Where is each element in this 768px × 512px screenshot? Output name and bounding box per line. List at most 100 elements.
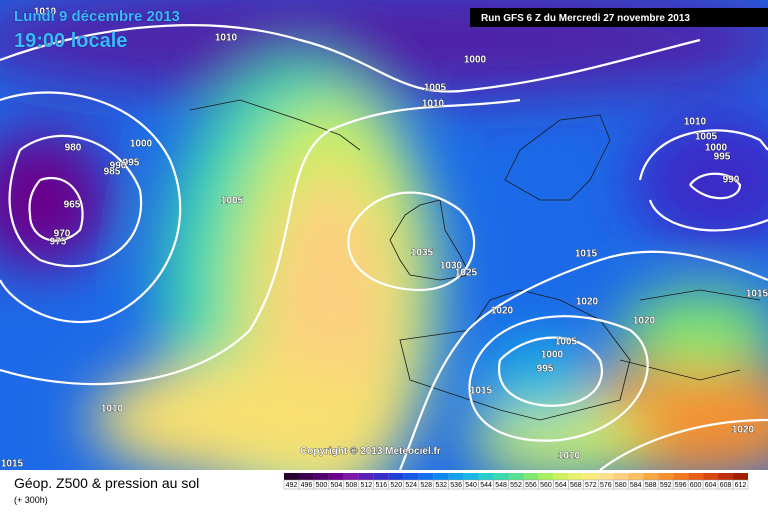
colorbar-swatch bbox=[568, 473, 584, 480]
colorbar-label: 504 bbox=[331, 482, 343, 489]
isobar-label: 1025 bbox=[455, 268, 478, 279]
isobars bbox=[0, 24, 768, 471]
colorbar-label: 564 bbox=[555, 482, 567, 489]
colorbar-swatch bbox=[388, 473, 404, 480]
colorbar-swatch bbox=[298, 473, 314, 480]
colorbar-label: 536 bbox=[450, 482, 462, 489]
colorbar-swatch bbox=[463, 473, 479, 480]
colorbar-label: 492 bbox=[286, 482, 298, 489]
colorbar-label: 556 bbox=[525, 482, 537, 489]
isobar-label: 1005 bbox=[221, 196, 244, 207]
colorbar-label: 524 bbox=[405, 482, 417, 489]
isobar-label: 1005 bbox=[555, 337, 578, 348]
colorbar-swatch bbox=[448, 473, 464, 480]
footer-lead: (+ 300h) bbox=[14, 495, 48, 505]
run-info: Run GFS 6 Z du Mercredi 27 novembre 2013 bbox=[481, 13, 690, 24]
isobar-label: 1015 bbox=[470, 386, 493, 397]
colorbar-swatch bbox=[343, 473, 359, 480]
isobar-label: 1030 bbox=[440, 261, 463, 272]
isobar-label: 1015 bbox=[1, 459, 24, 470]
isobar-label: 965 bbox=[64, 200, 81, 211]
colorbar-label: 532 bbox=[435, 482, 447, 489]
colorbar-label: 608 bbox=[720, 482, 732, 489]
colorbar-label: 584 bbox=[630, 482, 642, 489]
isobar-label: 1010 bbox=[101, 404, 124, 415]
colorbar-swatch bbox=[643, 473, 659, 480]
forecast-time: 19:00 locale bbox=[14, 30, 127, 52]
colorbar-swatch bbox=[508, 473, 524, 480]
colorbar-label: 500 bbox=[316, 482, 328, 489]
colorbar-swatch bbox=[493, 473, 509, 480]
colorbar-swatch bbox=[688, 473, 704, 480]
coastlines bbox=[189, 99, 761, 421]
colorbar-swatch bbox=[658, 473, 674, 480]
isobar-label: 1000 bbox=[705, 143, 728, 154]
footer-title: Géop. Z500 & pression au sol bbox=[14, 475, 199, 491]
colorbar-label: 508 bbox=[346, 482, 358, 489]
colorbar-label: 552 bbox=[510, 482, 522, 489]
copyright: Copyright © 2013 Meteociel.fr bbox=[300, 446, 441, 457]
forecast-date: Lundi 9 décembre 2013 bbox=[14, 8, 180, 25]
colorbar-cell bbox=[732, 479, 749, 490]
isobar-label: 980 bbox=[65, 143, 82, 154]
colorbar-label: 544 bbox=[480, 482, 492, 489]
colorbar-label: 520 bbox=[390, 482, 402, 489]
run-box bbox=[470, 8, 768, 27]
isobar-label: 975 bbox=[50, 237, 67, 248]
isobar-label: 995 bbox=[714, 152, 731, 163]
colorbar-label: 576 bbox=[600, 482, 612, 489]
isobar-label: 985 bbox=[104, 167, 121, 178]
colorbar-swatch bbox=[284, 473, 299, 480]
isobar-label: 1020 bbox=[491, 306, 514, 317]
colorbar-swatch bbox=[583, 473, 599, 480]
isobar-label: 1020 bbox=[732, 425, 755, 436]
isobar-label: 995 bbox=[537, 364, 554, 375]
colorbar-swatch bbox=[328, 473, 344, 480]
colorbar-swatch bbox=[718, 473, 734, 480]
colorbar-label: 596 bbox=[675, 482, 687, 489]
isobar-label: 1010 bbox=[215, 33, 238, 44]
colorbar-label: 592 bbox=[660, 482, 672, 489]
colorbar-label: 516 bbox=[375, 482, 387, 489]
isobar-label: 1015 bbox=[575, 249, 598, 260]
isobar-label: 1010 bbox=[422, 99, 445, 110]
colorbar-swatch bbox=[613, 473, 629, 480]
isobar-label: 1010 bbox=[558, 451, 581, 462]
isobar-label: 1015 bbox=[746, 289, 768, 300]
colorbar-swatch bbox=[313, 473, 329, 480]
isobar-label: 1005 bbox=[424, 83, 447, 94]
colorbar-label: 548 bbox=[495, 482, 507, 489]
isobar-label: 1000 bbox=[130, 139, 153, 150]
colorbar-swatch bbox=[403, 473, 419, 480]
colorbar: 492 496 500 504 508 512 516 520 524 528 532 536 540 5… bbox=[283, 473, 749, 490]
colorbar-label: 612 bbox=[735, 482, 747, 489]
isobar-label: 995 bbox=[123, 158, 140, 169]
colorbar-label: 580 bbox=[615, 482, 627, 489]
colorbar-label: 496 bbox=[301, 482, 313, 489]
isobar-label: 1020 bbox=[633, 316, 656, 327]
colorbar-swatch bbox=[628, 473, 644, 480]
colorbar-swatch bbox=[418, 473, 434, 480]
isobar-label: 990 bbox=[110, 161, 127, 172]
colorbar-swatch bbox=[373, 473, 389, 480]
colorbar-swatch bbox=[358, 473, 374, 480]
colorbar-swatch bbox=[703, 473, 719, 480]
colorbar-label: 588 bbox=[645, 482, 657, 489]
isobar-label: 1010 bbox=[34, 7, 57, 18]
colorbar-swatch bbox=[478, 473, 494, 480]
colorbar-label: 540 bbox=[465, 482, 477, 489]
colorbar-label: 512 bbox=[360, 482, 372, 489]
colorbar-label: 604 bbox=[705, 482, 717, 489]
isobar-label: 1010 bbox=[684, 117, 707, 128]
colorbar-swatch bbox=[538, 473, 554, 480]
isobar-label: 1000 bbox=[464, 55, 487, 66]
isobar-label: 1000 bbox=[541, 350, 564, 361]
colorbar-swatch bbox=[673, 473, 689, 480]
colorbar-label: 528 bbox=[420, 482, 432, 489]
colorbar-swatch bbox=[553, 473, 569, 480]
colorbar-swatch bbox=[598, 473, 614, 480]
colorbar-swatch bbox=[433, 473, 449, 480]
colorbar-swatch bbox=[733, 473, 748, 480]
